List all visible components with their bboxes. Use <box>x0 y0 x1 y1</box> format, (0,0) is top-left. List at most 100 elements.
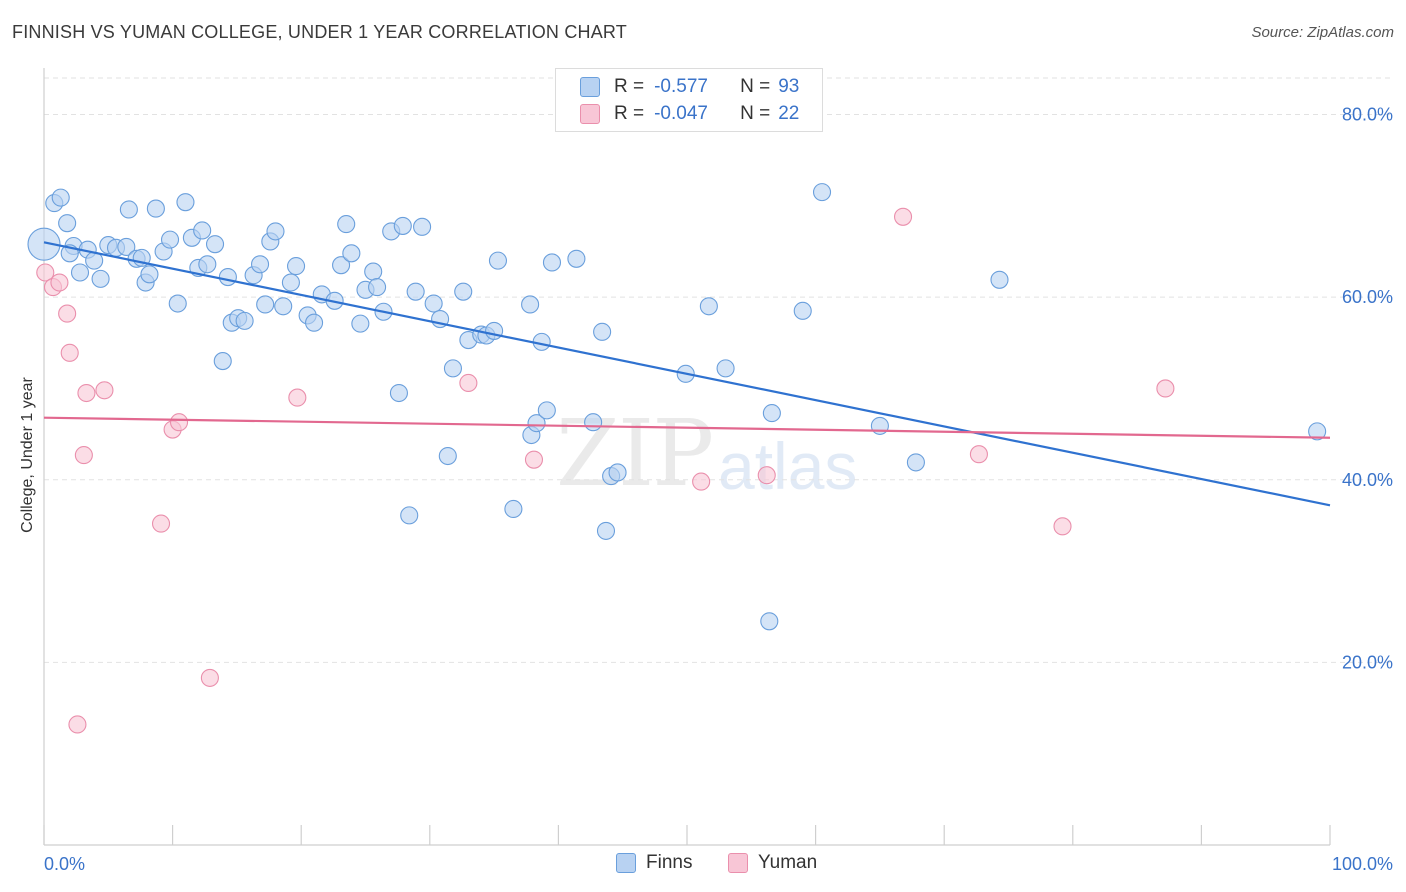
finns-point <box>608 463 627 482</box>
finns-r-label: R = <box>614 76 645 97</box>
yuman-point <box>1156 379 1175 398</box>
finns-point <box>812 183 832 202</box>
yuman-point <box>459 373 478 393</box>
y-tick-label: 80.0% <box>1342 105 1393 125</box>
finns-point <box>198 255 217 274</box>
yuman-point <box>77 383 96 403</box>
finns-point <box>793 301 812 320</box>
yuman-point <box>74 446 93 465</box>
legend-row-yuman: R = -0.047 N = 22 <box>580 102 799 126</box>
finns-n-label: N = <box>740 76 771 97</box>
yuman-point <box>68 715 87 734</box>
yuman-n-value: 22 <box>778 103 800 124</box>
legend-row-finns: R = -0.577 N = 93 <box>580 75 799 99</box>
yuman-point <box>58 304 77 323</box>
yuman-point <box>524 450 544 469</box>
finns-point <box>70 263 90 282</box>
legend-yuman-label: Yuman <box>758 852 818 873</box>
finns-point <box>140 265 159 284</box>
finns-point <box>305 313 324 332</box>
y-tick-label: 40.0% <box>1342 470 1393 490</box>
finns-point <box>438 446 457 466</box>
yuman-point <box>151 514 171 533</box>
yuman-point <box>50 273 69 292</box>
finns-point <box>168 294 187 313</box>
finns-point <box>332 256 351 275</box>
finns-point <box>488 251 508 270</box>
finns-point <box>256 295 275 314</box>
finns-point <box>424 294 443 313</box>
finns-point <box>364 262 383 281</box>
yuman-point <box>1053 517 1072 536</box>
yuman-trend-line <box>43 416 1331 439</box>
finns-point <box>287 257 306 276</box>
finns-point <box>699 297 718 316</box>
y-tick-label: 20.0% <box>1342 652 1393 672</box>
finns-r-value: -0.577 <box>654 76 708 97</box>
finns-point <box>762 404 781 423</box>
finns-point <box>1308 422 1327 441</box>
chart-title: FINNISH VS YUMAN COLLEGE, UNDER 1 YEAR C… <box>12 22 627 42</box>
finns-point <box>218 268 237 287</box>
finns-trend-line <box>43 241 1331 507</box>
finns-point <box>567 249 586 268</box>
y-axis-label-wrap: College, Under 1 year <box>16 355 40 555</box>
watermark-atlas: atlas <box>718 429 858 503</box>
finns-point <box>393 216 412 235</box>
finns-point <box>235 311 254 330</box>
watermark-zip: ZIP <box>556 400 714 507</box>
finns-point <box>176 193 195 212</box>
finns-point <box>596 521 616 540</box>
yuman-r-label: R = <box>614 103 645 124</box>
finns-point <box>504 499 523 519</box>
yuman-point <box>692 472 711 491</box>
yuman-n-label: N = <box>740 103 771 124</box>
legend-finns-swatch <box>616 853 636 873</box>
finns-point <box>443 359 462 378</box>
finns-point <box>193 221 212 240</box>
finns-point <box>250 255 270 274</box>
finns-point <box>527 414 546 433</box>
finns-point <box>485 321 504 340</box>
finns-point <box>351 314 370 333</box>
yuman-point <box>893 207 913 226</box>
finns-point <box>205 235 225 254</box>
finns-n-value: 93 <box>778 76 800 97</box>
finns-swatch <box>580 77 600 97</box>
finns-point <box>58 214 77 233</box>
yuman-point <box>757 466 776 485</box>
finns-point <box>400 506 419 525</box>
legend-item-finns: Finns <box>616 852 692 874</box>
finns-point <box>454 282 473 301</box>
finns-point <box>716 359 735 378</box>
finns-point <box>91 269 110 288</box>
correlation-legend: R = -0.577 N = 93 R = -0.047 N = 22 <box>555 68 823 132</box>
finns-point <box>760 612 779 631</box>
finns-point <box>160 230 180 249</box>
finns-point <box>990 270 1009 289</box>
finns-point <box>406 282 425 301</box>
finns-point <box>906 453 925 472</box>
yuman-point <box>169 413 189 432</box>
legend-finns-label: Finns <box>646 852 693 873</box>
yuman-point <box>288 388 307 407</box>
finns-point <box>27 227 61 261</box>
series-legend: Finns Yuman <box>0 852 1406 876</box>
yuman-point <box>969 445 988 464</box>
x-tick-label-end: 100.0% <box>1332 854 1393 874</box>
finns-point <box>542 253 562 272</box>
finns-point <box>281 273 300 292</box>
finns-point <box>213 352 232 371</box>
finns-point <box>274 297 293 316</box>
finns-point <box>342 244 361 263</box>
yuman-point <box>200 668 219 687</box>
finns-point <box>521 295 540 314</box>
yuman-swatch <box>580 104 600 124</box>
finns-point <box>337 215 356 234</box>
yuman-point <box>95 381 114 400</box>
finns-point <box>389 383 408 403</box>
finns-point <box>537 401 556 420</box>
finns-point <box>117 237 136 256</box>
finns-point <box>413 217 432 236</box>
